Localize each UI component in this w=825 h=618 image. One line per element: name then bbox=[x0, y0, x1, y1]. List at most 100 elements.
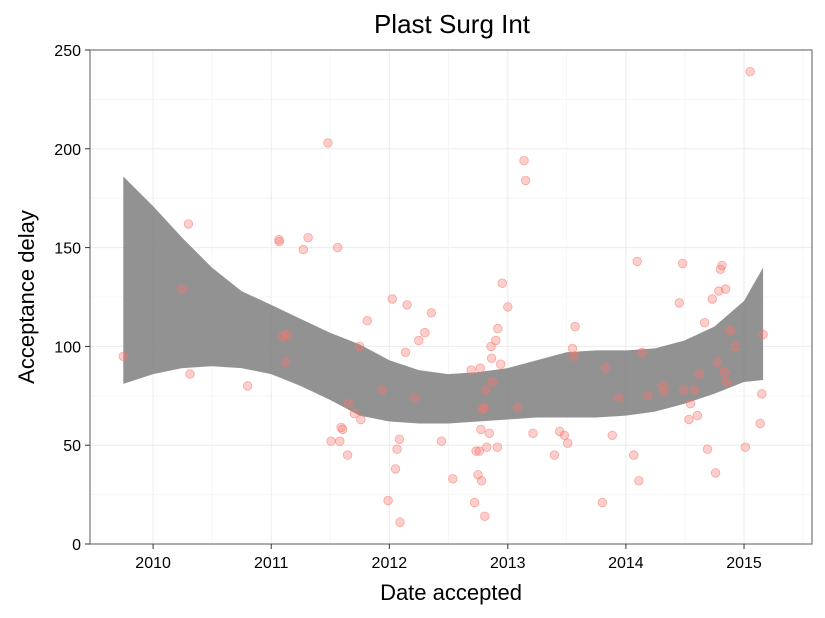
scatter-point bbox=[332, 242, 343, 253]
scatter-point bbox=[712, 357, 722, 367]
scatter-point bbox=[420, 327, 430, 338]
scatter-point bbox=[496, 359, 506, 369]
scatter-point bbox=[678, 385, 689, 395]
y-tick-label: 50 bbox=[63, 438, 81, 455]
scatter-point bbox=[476, 424, 486, 435]
scatter-point bbox=[659, 387, 669, 397]
scatter-point bbox=[281, 357, 291, 367]
scatter-point bbox=[674, 298, 685, 308]
y-tick-label: 100 bbox=[54, 339, 81, 356]
scatter-point bbox=[528, 428, 538, 439]
scatter-point bbox=[614, 393, 624, 403]
scatter-point bbox=[629, 450, 639, 460]
scatter-point bbox=[549, 450, 560, 460]
scatter-point bbox=[436, 436, 447, 446]
y-tick-label: 200 bbox=[54, 142, 81, 159]
scatter-point bbox=[684, 414, 694, 425]
smooth-band-layer bbox=[123, 176, 764, 424]
scatter-point bbox=[634, 476, 644, 486]
scatter-point bbox=[699, 318, 710, 328]
scatter-point bbox=[356, 414, 366, 425]
scatter-point bbox=[513, 403, 523, 413]
scatter-point bbox=[323, 138, 333, 148]
scatter-point bbox=[643, 391, 653, 401]
scatter-point bbox=[503, 302, 513, 312]
scatter-point bbox=[481, 385, 491, 395]
scatter-point bbox=[274, 236, 285, 247]
scatter-point bbox=[479, 403, 489, 413]
scatter-point bbox=[402, 300, 412, 310]
scatter-point bbox=[725, 325, 736, 336]
scatter-point bbox=[694, 369, 704, 379]
scatter-point bbox=[395, 517, 405, 528]
scatter-point bbox=[520, 175, 531, 186]
scatter-point bbox=[474, 446, 485, 456]
scatter-point bbox=[757, 389, 767, 399]
scatter-point bbox=[410, 393, 420, 403]
scatter-point bbox=[745, 66, 755, 77]
scatter-point bbox=[719, 367, 730, 377]
scatter-point bbox=[487, 377, 498, 387]
scatter-point bbox=[570, 321, 580, 332]
x-tick-label: 2013 bbox=[490, 555, 526, 572]
scatter-point bbox=[277, 331, 288, 342]
scatter-point bbox=[755, 418, 765, 429]
scatter-point bbox=[710, 468, 721, 478]
smooth-confidence-band bbox=[123, 176, 764, 424]
y-tick-label: 0 bbox=[72, 537, 81, 554]
scatter-point bbox=[720, 284, 731, 294]
scatter-point bbox=[730, 341, 741, 352]
panel-border bbox=[89, 49, 813, 545]
scatter-point bbox=[492, 442, 503, 452]
scatter-point bbox=[493, 323, 503, 334]
axes: 0 50 100 150 200 250 2010 2011 2012 2013 2014 2015 bbox=[54, 43, 762, 572]
scatter-point bbox=[685, 399, 696, 409]
x-tick-label: 2015 bbox=[726, 555, 762, 572]
scatter-point bbox=[394, 434, 405, 445]
scatter-point bbox=[484, 428, 495, 439]
scatter-point bbox=[707, 294, 718, 304]
y-tick-label: 150 bbox=[54, 241, 81, 258]
x-tick-label: 2011 bbox=[254, 555, 289, 572]
chart-title: Plast Surg Int bbox=[374, 9, 531, 39]
scatter-point bbox=[387, 294, 398, 304]
scatter-point bbox=[118, 351, 129, 362]
scatter-point bbox=[569, 351, 579, 362]
scatter-point bbox=[491, 335, 501, 346]
x-tick-label: 2010 bbox=[135, 555, 171, 572]
scatter-point bbox=[185, 369, 195, 379]
scatter-point bbox=[335, 436, 345, 446]
scatter-point bbox=[702, 444, 713, 454]
scatter-point bbox=[677, 258, 688, 269]
scatter-point bbox=[383, 495, 393, 506]
scatter-point bbox=[692, 410, 703, 421]
scatter-point bbox=[362, 316, 373, 326]
scatter-point bbox=[400, 347, 411, 358]
scatter-point bbox=[298, 244, 309, 255]
scatter-point bbox=[632, 256, 642, 267]
scatter-point bbox=[480, 511, 490, 522]
scatter-point bbox=[414, 335, 424, 346]
y-axis-title: Acceptance delay bbox=[14, 210, 39, 384]
scatter-point bbox=[354, 341, 365, 352]
scatter-point bbox=[563, 438, 573, 448]
scatter-point bbox=[475, 363, 486, 373]
scatter-point bbox=[448, 474, 458, 484]
scatter-point bbox=[183, 219, 194, 229]
x-tick-label: 2012 bbox=[372, 555, 408, 572]
scatter-points bbox=[118, 66, 768, 528]
scatter-point bbox=[242, 381, 253, 391]
scatter-point bbox=[466, 365, 476, 375]
scatter-point bbox=[637, 347, 647, 358]
scatter-point bbox=[740, 442, 751, 452]
scatter-point bbox=[392, 444, 402, 454]
scatter-point bbox=[426, 308, 437, 318]
scatter-point bbox=[758, 329, 768, 340]
scatter-point bbox=[600, 363, 611, 373]
x-tick-label: 2014 bbox=[608, 555, 644, 572]
scatter-point bbox=[559, 430, 570, 441]
scatter-point bbox=[486, 353, 497, 364]
x-axis-title: Date accepted bbox=[380, 580, 522, 605]
scatter-point bbox=[519, 155, 529, 166]
